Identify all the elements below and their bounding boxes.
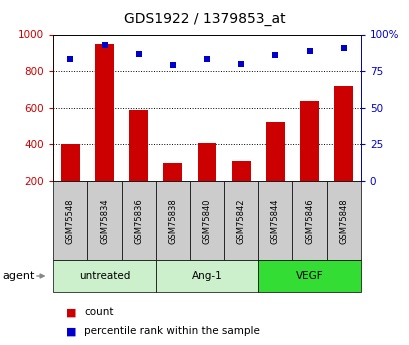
Text: ■: ■ [65,326,76,336]
Text: count: count [84,307,113,317]
Bar [129,110,148,218]
Text: GDS1922 / 1379853_at: GDS1922 / 1379853_at [124,12,285,26]
Text: GSM75836: GSM75836 [134,198,143,244]
Text: VEGF: VEGF [295,271,323,281]
Text: Ang-1: Ang-1 [191,271,222,281]
Text: GSM75834: GSM75834 [100,198,109,244]
Bar [299,101,318,218]
Bar [95,44,114,218]
Bar [333,86,352,218]
Text: GSM75844: GSM75844 [270,198,279,244]
Bar [61,145,80,218]
Bar [231,161,250,218]
Bar [163,163,182,218]
Text: percentile rank within the sample: percentile rank within the sample [84,326,259,336]
Bar [265,122,284,218]
Text: GSM75840: GSM75840 [202,198,211,244]
Text: GSM75842: GSM75842 [236,198,245,244]
Text: untreated: untreated [79,271,130,281]
Bar [197,142,216,218]
Text: GSM75848: GSM75848 [338,198,347,244]
Text: ■: ■ [65,307,76,317]
Text: GSM75548: GSM75548 [66,198,75,244]
Text: agent: agent [2,271,34,281]
Text: GSM75846: GSM75846 [304,198,313,244]
Text: GSM75838: GSM75838 [168,198,177,244]
